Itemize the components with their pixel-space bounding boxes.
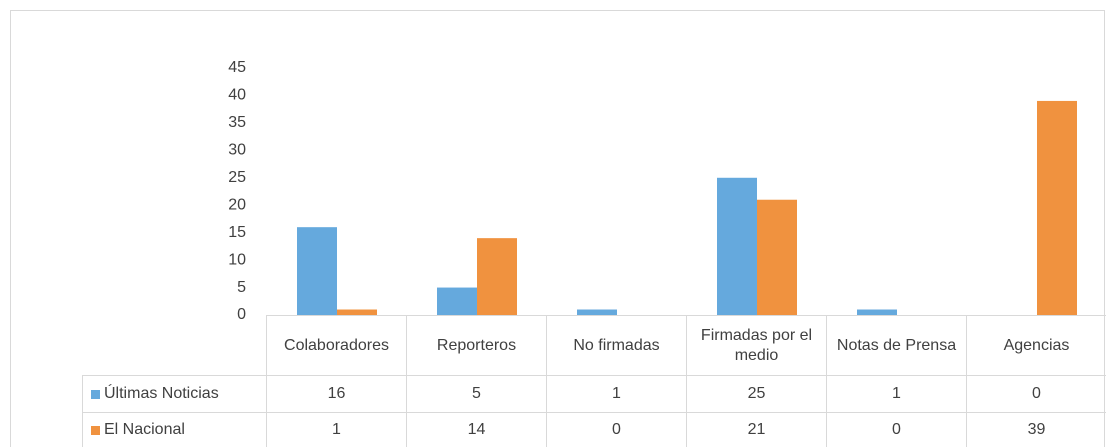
legend-entry: El Nacional xyxy=(82,412,266,447)
table-value: 21 xyxy=(686,412,826,447)
table-value: 1 xyxy=(266,412,406,447)
legend-key xyxy=(91,425,100,435)
y-tick-label: 20 xyxy=(228,196,246,213)
y-tick-label: 25 xyxy=(228,169,246,186)
y-tick-label: 45 xyxy=(228,59,246,76)
table-value: 14 xyxy=(406,412,546,447)
table-value: 0 xyxy=(546,412,686,447)
bar xyxy=(857,309,897,315)
legend-label: El Nacional xyxy=(104,421,185,438)
y-tick-label: 10 xyxy=(228,251,246,268)
bar xyxy=(477,238,517,315)
table-value: 0 xyxy=(826,412,966,447)
y-tick-label: 35 xyxy=(228,114,246,131)
y-tick-label: 15 xyxy=(228,224,246,241)
table-value: 39 xyxy=(966,412,1106,447)
bar xyxy=(757,199,797,315)
category-label: No firmadas xyxy=(546,315,686,375)
table-value: 1 xyxy=(826,375,966,412)
table-value: 5 xyxy=(406,375,546,412)
y-tick-label: 40 xyxy=(228,87,246,104)
bar xyxy=(437,287,477,315)
bar xyxy=(337,309,377,315)
category-label: Colaboradores xyxy=(266,315,406,375)
legend-entry: Últimas Noticias xyxy=(82,375,266,412)
bar xyxy=(717,177,757,315)
y-tick-label: 0 xyxy=(237,306,246,323)
category-label: Reporteros xyxy=(406,315,546,375)
category-label: Notas de Prensa xyxy=(826,315,966,375)
y-tick-label: 30 xyxy=(228,142,246,159)
chart-border xyxy=(10,10,1105,447)
bar xyxy=(577,309,617,315)
table-value: 16 xyxy=(266,375,406,412)
bar xyxy=(1037,100,1077,315)
table-value: 1 xyxy=(546,375,686,412)
y-tick-label: 5 xyxy=(237,279,246,296)
bar xyxy=(297,227,337,315)
legend-label: Últimas Noticias xyxy=(104,385,219,402)
category-label: Agencias xyxy=(966,315,1106,375)
table-value: 0 xyxy=(966,375,1106,412)
legend-key xyxy=(91,389,100,399)
table-value: 25 xyxy=(686,375,826,412)
category-label: Firmadas por el medio xyxy=(686,315,826,375)
